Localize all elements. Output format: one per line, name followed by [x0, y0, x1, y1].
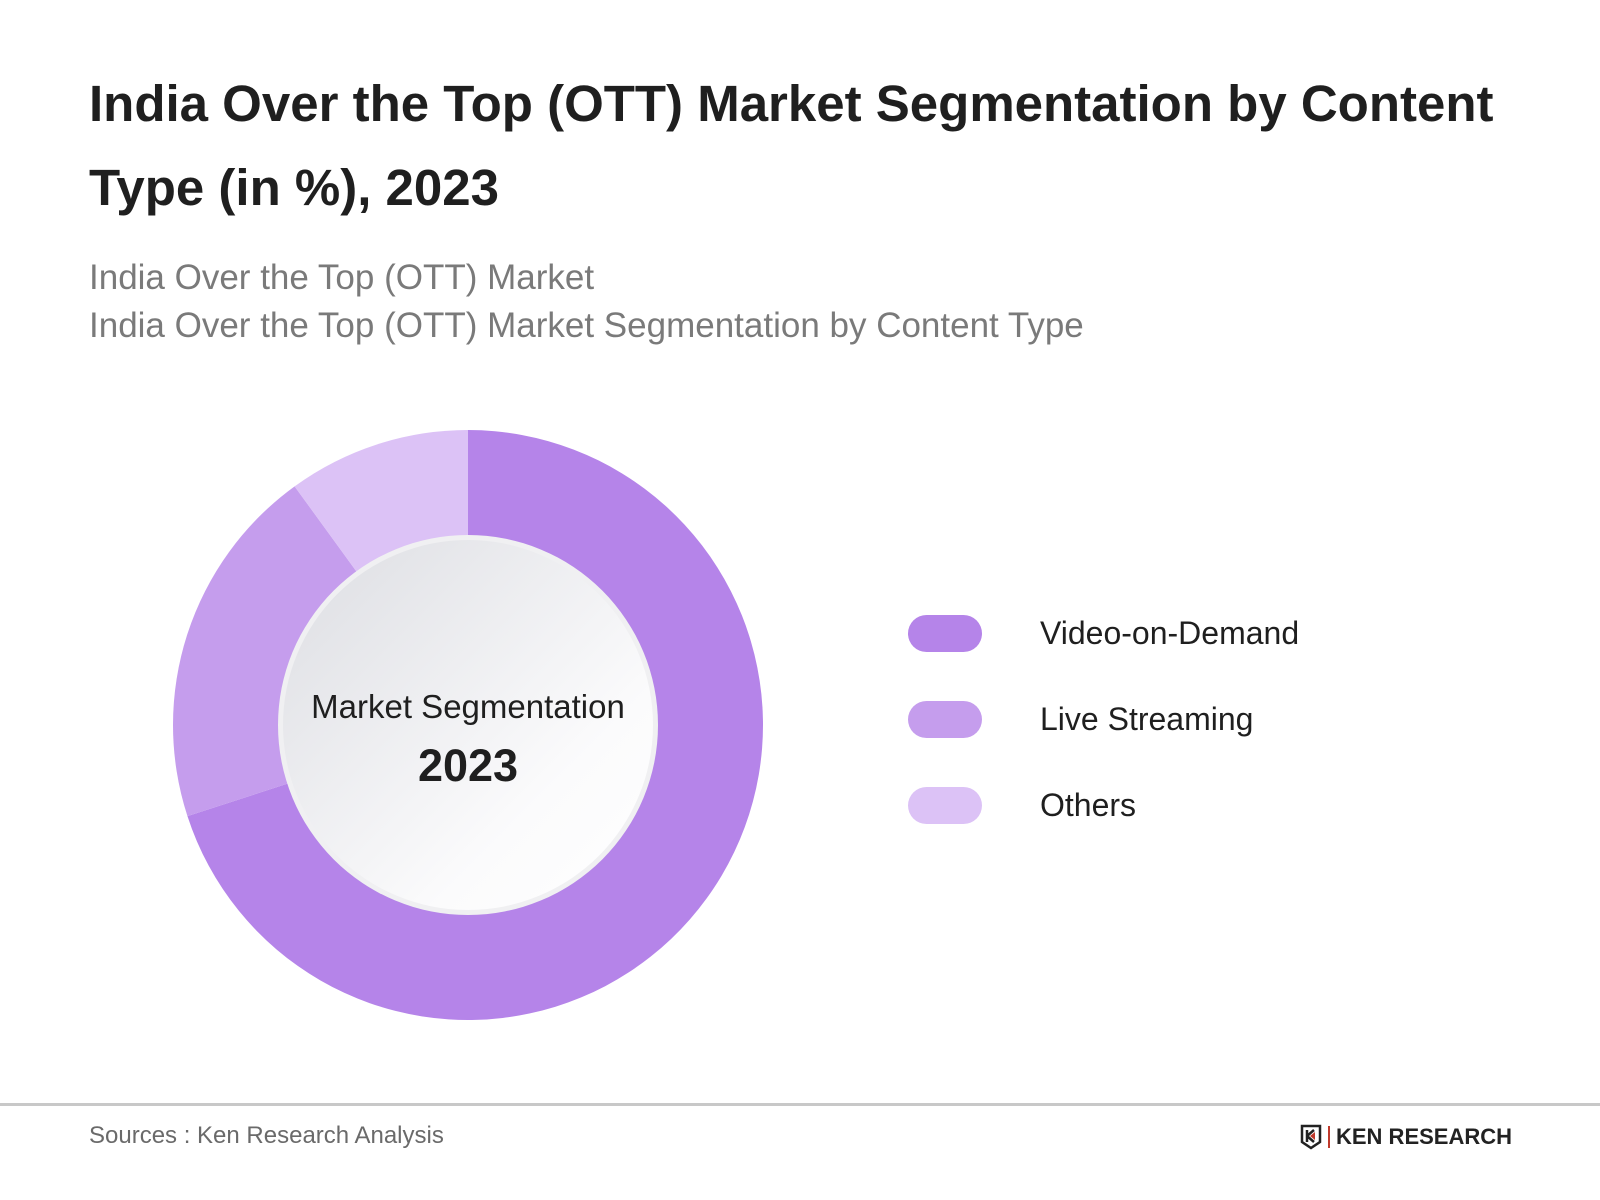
legend-label: Video-on-Demand [1040, 614, 1300, 651]
logo-divider [1328, 1126, 1330, 1148]
ken-logo-icon [1300, 1124, 1322, 1150]
legend-item: Video-on-Demand [908, 613, 1299, 653]
logo-text: KEN RESEARCH [1336, 1124, 1513, 1149]
center-value: 2023 [417, 740, 519, 791]
center-label: Market Segmentation [311, 688, 625, 725]
chart-title: India Over the Top (OTT) Market Segmenta… [89, 75, 1494, 216]
legend-item: Live Streaming [908, 699, 1253, 739]
source-note: Sources : Ken Research Analysis [89, 1122, 444, 1149]
legend-swatch [908, 786, 982, 824]
legend-swatch [908, 700, 982, 738]
donut-hole [283, 540, 653, 910]
legend-swatch [908, 614, 982, 652]
legend-item: Others [908, 785, 1136, 825]
donut-chart [173, 430, 763, 1020]
subtitle-line-1: India Over the Top (OTT) Market [89, 258, 595, 297]
legend-label: Others [1040, 786, 1137, 823]
footer-divider [0, 1103, 1600, 1106]
legend-label: Live Streaming [1040, 700, 1254, 737]
ken-research-logo: KEN RESEARCH [1300, 1124, 1512, 1150]
subtitle-line-2: India Over the Top (OTT) Market Segmenta… [89, 306, 1084, 345]
